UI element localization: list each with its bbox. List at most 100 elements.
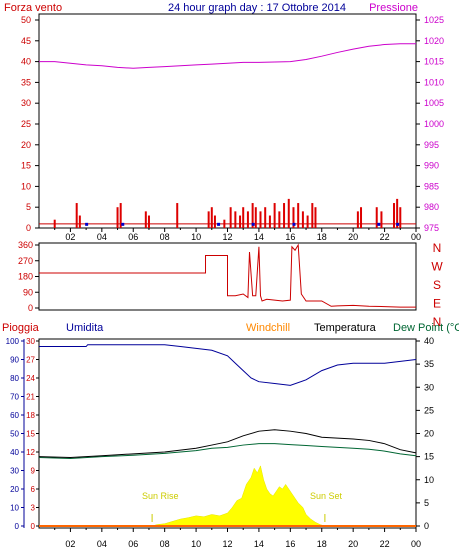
- wind-gust-bar: [380, 211, 383, 228]
- wind-y-tick-label: 5: [26, 202, 31, 212]
- wind-gust-bar: [246, 211, 249, 228]
- x-tick-label: 10: [191, 232, 201, 242]
- wind-gust-bar: [292, 207, 295, 228]
- pressure-y-tick-label: 985: [424, 181, 439, 191]
- temp-y-tick-label: 40: [424, 336, 434, 346]
- wind-gust-bar: [229, 207, 232, 228]
- wind-avg-mark: [292, 222, 296, 226]
- temperature-line: [38, 429, 417, 459]
- wind-gust-bar: [251, 203, 254, 228]
- wind-gust-bar: [116, 207, 119, 228]
- pressure-y-tick-label: 975: [424, 223, 439, 233]
- pressure-y-tick-label: 1020: [424, 36, 444, 46]
- temperatura-label: Temperatura: [314, 322, 377, 334]
- wind-gust-bar: [301, 211, 304, 228]
- wind-gust-bar: [273, 203, 276, 228]
- wind-gust-bar: [264, 207, 267, 228]
- x-tick-label: 22: [380, 539, 390, 549]
- pressure-y-tick-label: 1015: [424, 57, 444, 67]
- wind-y-tick-label: 35: [21, 77, 31, 87]
- pressure-y-tick-label: 990: [424, 161, 439, 171]
- humidity-y-tick-label: 80: [10, 374, 19, 383]
- wind-avg-mark: [251, 222, 255, 226]
- x-tick-label: 00: [411, 539, 421, 549]
- temp-y-tick-label: 25: [424, 405, 434, 415]
- humidity-y-tick-label: 60: [10, 411, 19, 420]
- x-tick-label: 08: [160, 232, 170, 242]
- humidity-y-tick-label: 40: [10, 448, 19, 457]
- wind-y-tick-label: 45: [21, 36, 31, 46]
- x-tick-label: 20: [348, 232, 358, 242]
- wind-avg-mark: [121, 222, 125, 226]
- wind-gust-bar: [75, 203, 78, 228]
- wind-y-tick-label: 0: [26, 223, 31, 233]
- wind-avg-mark: [377, 222, 381, 226]
- pressure-y-tick-label: 1010: [424, 77, 444, 87]
- wind-gust-bar: [259, 211, 262, 228]
- temp-y-tick-label: 10: [424, 475, 434, 485]
- rain-y-tick-label: 12: [26, 448, 35, 457]
- x-tick-label: 02: [65, 232, 75, 242]
- wind-axis-title: Forza vento: [4, 2, 62, 14]
- humidity-y-tick-label: 0: [15, 522, 20, 531]
- dewpoint-label: Dew Point (°C: [393, 322, 459, 334]
- rain-y-tick-label: 6: [31, 485, 36, 494]
- wind-gust-bar: [268, 215, 271, 228]
- dir-y-tick-label: 180: [18, 272, 33, 282]
- pressure-y-tick-label: 980: [424, 202, 439, 212]
- rain-y-tick-label: 24: [26, 374, 35, 383]
- chart-title: 24 hour graph day : 17 Ottobre 2014: [168, 2, 346, 14]
- x-tick-label: 08: [160, 539, 170, 549]
- wind-gust-bar: [119, 203, 122, 228]
- wind-gust-bar: [242, 207, 245, 228]
- dewpoint-line: [38, 443, 417, 459]
- wind-gust-bar: [147, 215, 150, 228]
- solar-radiation-area: [152, 465, 325, 527]
- wind-gust-bar: [393, 203, 396, 228]
- wind-y-tick-label: 20: [21, 140, 31, 150]
- umidita-label: Umidita: [66, 322, 104, 334]
- x-tick-label: 16: [285, 232, 295, 242]
- wind-gust-bar: [213, 215, 216, 228]
- rain-y-tick-label: 3: [31, 504, 36, 513]
- wind-avg-mark: [396, 222, 400, 226]
- x-tick-label: 12: [222, 539, 232, 549]
- wind-gust-bar: [78, 215, 81, 228]
- wind-gust-bar: [283, 203, 286, 228]
- wind-y-tick-label: 40: [21, 57, 31, 67]
- humidity-y-tick-label: 20: [10, 485, 19, 494]
- compass-label: S: [433, 278, 441, 292]
- pioggia-label: Pioggia: [2, 322, 40, 334]
- dir-y-tick-label: 90: [23, 287, 33, 297]
- temp-y-tick-label: 20: [424, 429, 434, 439]
- humidity-line: [39, 344, 417, 386]
- x-tick-label: 18: [317, 539, 327, 549]
- x-tick-label: 14: [254, 539, 264, 549]
- humidity-y-tick-label: 10: [10, 504, 19, 513]
- wind-gust-bar: [306, 215, 309, 228]
- humidity-y-tick-label: 90: [10, 356, 19, 365]
- wind-y-tick-label: 25: [21, 119, 31, 129]
- compass-label: W: [431, 260, 443, 274]
- wind-gust-bar: [311, 203, 314, 228]
- compass-label: E: [433, 297, 441, 311]
- x-tick-label: 04: [97, 539, 107, 549]
- humidity-y-tick-label: 30: [10, 467, 19, 476]
- x-tick-label: 00: [411, 232, 421, 242]
- temp-y-tick-label: 35: [424, 359, 434, 369]
- wind-gust-bar: [399, 207, 402, 228]
- wind-gust-bar: [223, 219, 226, 228]
- humidity-y-tick-label: 50: [10, 430, 19, 439]
- x-tick-label: 10: [191, 539, 201, 549]
- windchill-label: Windchill: [246, 322, 290, 334]
- wind-y-tick-label: 10: [21, 181, 31, 191]
- wind-gust-bar: [396, 198, 399, 228]
- wind-gust-bar: [254, 207, 257, 228]
- pressure-axis-title: Pressione: [369, 2, 418, 14]
- wind-direction-line: [39, 243, 416, 308]
- rain-humidity-temp-panel: Pioggia Umidita Windchill Temperatura De…: [2, 322, 459, 549]
- wind-gust-bar: [356, 211, 359, 228]
- pressure-line: [39, 43, 416, 69]
- wind-gust-bar: [297, 203, 300, 228]
